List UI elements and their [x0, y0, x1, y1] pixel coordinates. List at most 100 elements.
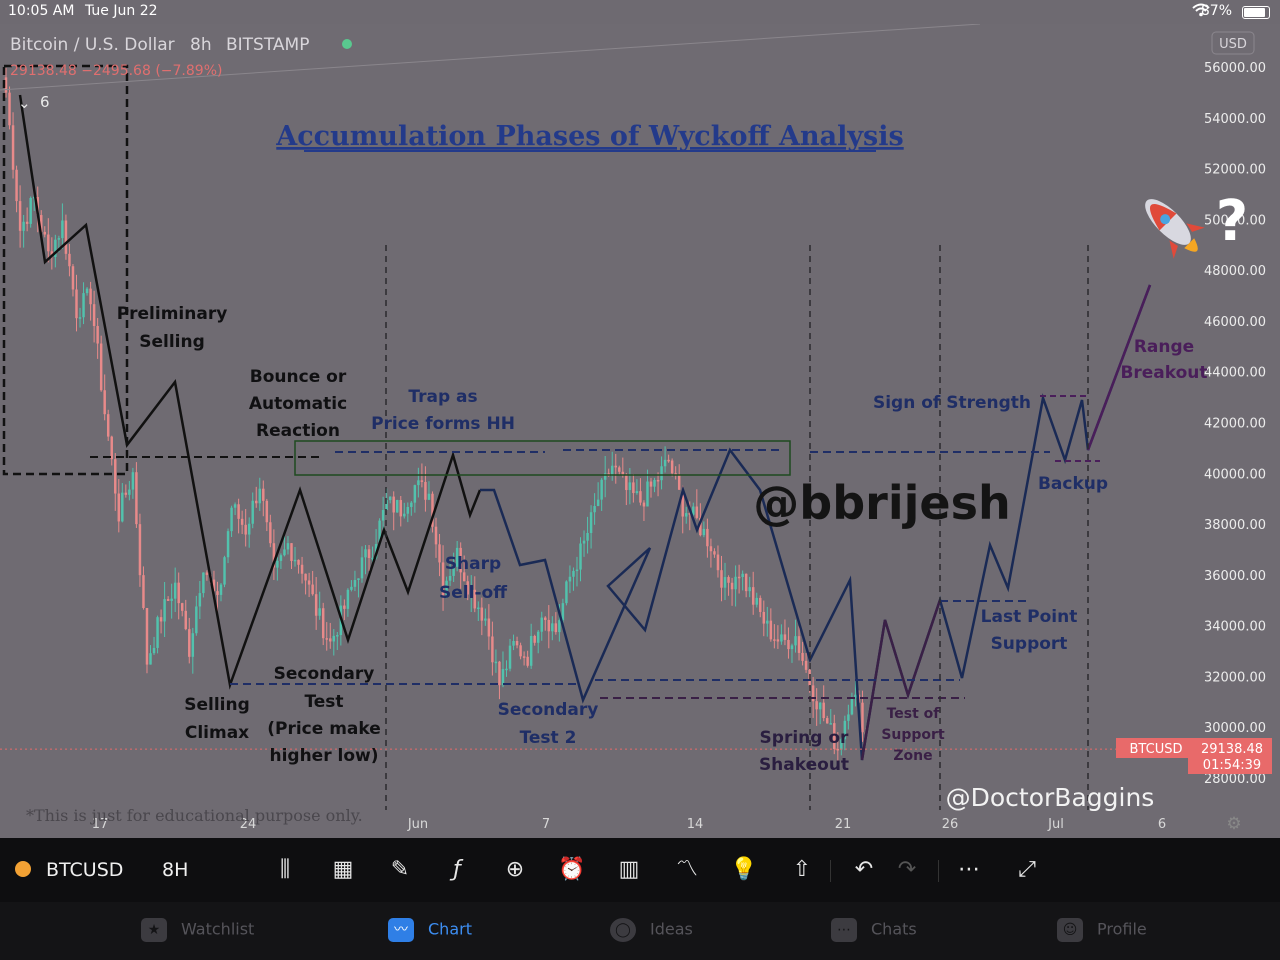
- candle: [773, 639, 776, 641]
- candle: [230, 507, 233, 532]
- indicator-count[interactable]: 6: [40, 93, 50, 111]
- candle: [300, 564, 304, 574]
- candle: [103, 390, 106, 415]
- candle: [618, 467, 621, 472]
- candle: [29, 198, 32, 224]
- candle-type-icon[interactable]: ⫼: [279, 857, 291, 882]
- trap-range-box: [294, 440, 791, 476]
- candle: [131, 472, 135, 490]
- replay-calendar-icon[interactable]: ▦: [332, 857, 354, 882]
- candle: [723, 577, 727, 588]
- alarm-clock-icon[interactable]: ⏰: [558, 857, 586, 882]
- candle: [247, 523, 251, 535]
- candle: [833, 723, 836, 749]
- candle: [448, 575, 452, 581]
- candle: [145, 607, 149, 665]
- candle: [438, 544, 441, 563]
- candle: [114, 459, 117, 494]
- candle: [89, 288, 92, 305]
- candle: [279, 555, 283, 561]
- fullscreen-expand-icon[interactable]: ⤢: [1018, 857, 1036, 882]
- candle: [452, 566, 455, 576]
- candle: [677, 474, 681, 490]
- chart-area[interactable]: 56000.00 54000.00 52000.00 50000.00 48000.00…: [0, 23, 1280, 838]
- symbol-coin-icon: [15, 861, 31, 877]
- candle: [462, 572, 466, 582]
- x-tick-label: 17: [92, 817, 109, 832]
- candle: [427, 493, 431, 500]
- candle: [794, 636, 797, 646]
- candle: [713, 551, 716, 555]
- price-tag-symbol-bg: [1116, 738, 1196, 758]
- candle: [593, 506, 596, 513]
- price-chart[interactable]: 56000.00 54000.00 52000.00 50000.00 48000.00…: [0, 23, 1280, 838]
- undo-icon[interactable]: ↶: [854, 857, 874, 882]
- toolbar-symbol[interactable]: BTCUSD: [46, 859, 124, 881]
- y-tick-label: 30000.00: [1204, 721, 1266, 736]
- preliminary-zone-box: [2, 64, 129, 476]
- candle: [381, 510, 385, 521]
- currency-button[interactable]: [1211, 31, 1255, 55]
- toolbar-interval[interactable]: 8H: [162, 859, 189, 881]
- tab-chats-label: Chats: [871, 919, 917, 939]
- candle: [720, 570, 723, 588]
- y-tick-label: 34000.00: [1204, 620, 1266, 635]
- tab-profile[interactable]: ☺ Profile: [1057, 918, 1147, 948]
- candle: [117, 493, 121, 522]
- drawing-pen-icon[interactable]: ✎: [390, 857, 410, 882]
- candle: [99, 343, 103, 391]
- label-bounce: Bounce or Automatic Reaction: [249, 367, 347, 441]
- candle: [575, 569, 579, 572]
- interval-label[interactable]: 8h: [190, 35, 212, 55]
- add-plus-icon[interactable]: ⊕: [505, 857, 525, 882]
- candle: [329, 638, 332, 642]
- candle: [741, 573, 744, 578]
- candle: [568, 576, 572, 582]
- symbol-title[interactable]: Bitcoin / U.S. Dollar: [10, 35, 175, 55]
- idea-bulb-icon[interactable]: 💡: [730, 857, 758, 882]
- price-tag-bg: [1188, 738, 1272, 774]
- tab-chart[interactable]: 〰 Chart: [388, 918, 472, 948]
- battery-percent: 87%: [1200, 3, 1232, 19]
- candle: [314, 594, 318, 616]
- candle: [744, 573, 748, 592]
- x-tick-label: 7: [542, 817, 550, 832]
- x-tick-label: Jun: [407, 817, 428, 832]
- compare-chart-icon[interactable]: 〽: [675, 857, 698, 882]
- more-dots-icon[interactable]: ⋯: [958, 857, 980, 882]
- candle: [184, 610, 187, 630]
- y-tick-label: 52000.00: [1204, 163, 1266, 178]
- candle: [565, 581, 568, 604]
- candle: [110, 436, 113, 460]
- candle: [18, 201, 22, 231]
- wyckoff-annotation-layer: [0, 23, 1152, 810]
- settings-gear-icon[interactable]: ⚙: [1226, 814, 1241, 834]
- candle: [748, 587, 751, 592]
- candle: [92, 304, 96, 327]
- label-backup: Backup: [1038, 474, 1108, 494]
- candle: [699, 517, 702, 536]
- wyckoff-path-breakout: [1086, 284, 1152, 451]
- redo-icon[interactable]: ↷: [897, 857, 917, 882]
- candle: [258, 488, 262, 504]
- currency-label[interactable]: USD: [1219, 37, 1247, 52]
- tab-chats[interactable]: ⋯ Chats: [831, 918, 917, 948]
- wyckoff-path-spring: [860, 599, 942, 761]
- candle: [163, 599, 166, 622]
- candle: [346, 589, 350, 609]
- candle: [441, 562, 445, 595]
- candle: [540, 617, 543, 632]
- share-icon[interactable]: ⇧: [792, 857, 812, 882]
- y-tick-label: 40000.00: [1204, 467, 1266, 482]
- candle: [219, 584, 223, 595]
- candle: [226, 531, 230, 558]
- bar-chart-icon[interactable]: ▥: [618, 857, 640, 882]
- label-secondary-test-2: Secondary Test 2: [498, 700, 599, 748]
- tab-watchlist[interactable]: ★ Watchlist: [141, 918, 254, 948]
- candle: [582, 540, 586, 544]
- chevron-down-icon[interactable]: ⌄: [18, 94, 31, 112]
- candle: [801, 652, 804, 661]
- tab-ideas[interactable]: ◯ Ideas: [610, 918, 693, 948]
- candle: [487, 618, 491, 637]
- indicators-fx-icon[interactable]: ƒ: [453, 857, 461, 882]
